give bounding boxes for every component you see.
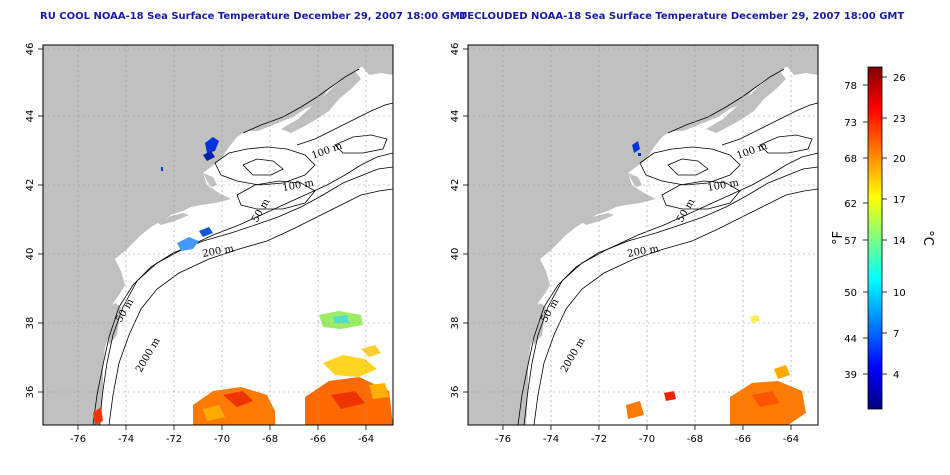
lon-tick-label: -70 [639,434,655,445]
lon-tick-label: -66 [735,434,751,445]
map-grid [43,45,393,425]
lat-tick-label: 44 [450,110,461,123]
celsius-ticks: 26 23 20 17 14 10 7 4 [893,73,906,381]
right-map-panel: 100 m 100 m 50 m 200 m 50 m 2000 m [450,43,819,445]
fahrenheit-tick-label: 62 [844,199,857,210]
lon-tick-label: -76 [70,434,86,445]
lat-tick-label: 46 [450,43,461,56]
celsius-tick-label: 26 [893,73,906,84]
longitude-axis: -76 -74 -72 -70 -68 -66 -64 [495,434,799,445]
celsius-tick-label: 17 [893,195,906,206]
lat-tick-label: 36 [25,386,36,399]
lon-tick-label: -68 [262,434,278,445]
lon-tick-label: -64 [783,434,799,445]
lon-tick-label: -72 [166,434,182,445]
lon-tick-label: -70 [214,434,230,445]
celsius-tick-label: 20 [893,154,906,165]
celsius-tick-label: 7 [893,329,899,340]
lon-tick-label: -68 [687,434,703,445]
lon-tick-label: -74 [118,434,134,445]
map-frame [42,44,394,426]
lat-tick-label: 46 [25,43,36,56]
celsius-tick-label: 10 [893,288,906,299]
colorbar-gradient [867,66,883,410]
lat-tick-label: 40 [25,248,36,261]
celsius-tick-label: 23 [893,114,906,125]
lat-tick-label: 38 [25,317,36,330]
lon-tick-label: -64 [358,434,374,445]
lat-tick-label: 44 [25,110,36,123]
lat-tick-label: 38 [450,317,461,330]
lon-tick-label: -72 [591,434,607,445]
fahrenheit-tick-label: 39 [844,370,857,381]
lon-tick-label: -76 [495,434,511,445]
lat-tick-label: 42 [450,179,461,192]
lon-tick-label: -74 [543,434,559,445]
latitude-axis: 46 44 42 40 38 36 [25,43,36,399]
fahrenheit-tick-label: 78 [844,81,857,92]
fahrenheit-tick-label: 50 [844,288,857,299]
left-map-title: RU COOL NOAA-18 Sea Surface Temperature … [40,11,467,22]
sst-data-patches [93,137,393,425]
fahrenheit-tick-label: 57 [844,236,857,247]
fahrenheit-tick-label: 44 [844,334,857,345]
celsius-tick-label: 14 [893,236,906,247]
celsius-tick-label: 4 [893,370,899,381]
map-grid [468,45,818,425]
fahrenheit-tick-label: 73 [844,118,857,129]
lat-tick-label: 40 [450,248,461,261]
map-frame [467,44,819,426]
right-map-title: DECLOUDED NOAA-18 Sea Surface Temperatur… [459,11,905,22]
lat-tick-label: 36 [450,386,461,399]
temperature-colorbar: 78 73 68 62 57 50 44 39 26 23 20 17 14 1… [831,66,935,410]
lon-tick-label: -66 [310,434,326,445]
fahrenheit-tick-label: 68 [844,154,857,165]
longitude-axis: -76 -74 -72 -70 -68 -66 -64 [70,434,374,445]
latitude-axis: 46 44 42 40 38 36 [450,43,461,399]
lat-tick-label: 42 [25,179,36,192]
fahrenheit-unit-label: °F [831,231,846,245]
fahrenheit-ticks: 78 73 68 62 57 50 44 39 [844,81,857,381]
left-map-panel: 100 m 100 m 50 m 200 m 50 m 2000 m [25,43,394,445]
celsius-unit-label: °C [920,230,935,246]
